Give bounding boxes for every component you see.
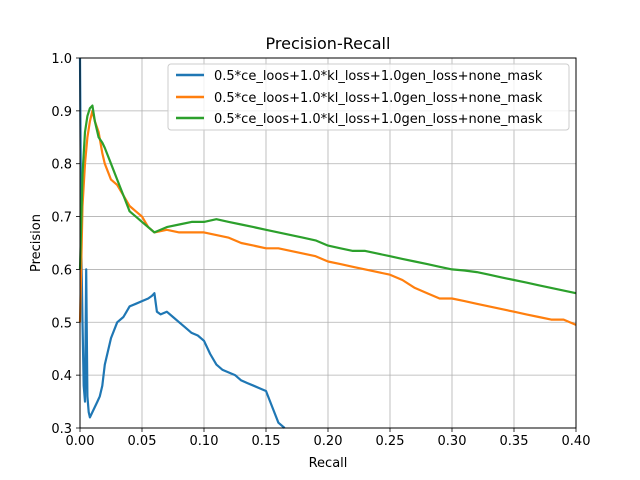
legend-box <box>167 63 570 131</box>
x-tick-label: 0.10 <box>190 434 219 449</box>
chart-title: Precision-Recall <box>266 34 391 53</box>
y-tick-label: 0.7 <box>51 211 72 226</box>
legend-label-3: 0.5*ce_loos+1.0*kl_loss+1.0gen_loss+none… <box>214 112 543 127</box>
x-tick-label: 0.15 <box>252 434 281 449</box>
y-tick-label: 0.6 <box>51 263 72 278</box>
y-tick-label: 1.0 <box>51 52 72 67</box>
x-tick-label: 0.30 <box>438 434 467 449</box>
series-line-2 <box>78 109 577 326</box>
series-line-1 <box>78 57 286 429</box>
x-tick-label: 0.25 <box>376 434 405 449</box>
series-lines <box>78 57 577 429</box>
x-tick-label: 0.40 <box>562 434 591 449</box>
y-axis-ticks: 0.3 0.4 0.5 0.6 0.7 0.8 0.9 1.0 <box>51 52 80 437</box>
y-tick-label: 0.4 <box>51 369 72 384</box>
y-axis-label: Precision <box>29 214 44 272</box>
x-axis-ticks: 0.00 0.05 0.10 0.15 0.20 0.25 0.30 0.35 0.40 <box>66 428 591 449</box>
legend-label-2: 0.5*ce_loos+1.0*kl_loss+1.0gen_loss+none… <box>214 91 543 106</box>
y-tick-label: 0.9 <box>51 105 72 120</box>
series-line-3 <box>78 104 577 295</box>
legend: 0.5*ce_loos+1.0*kl_loss+1.0gen_loss+none… <box>167 63 570 131</box>
x-tick-label: 0.00 <box>66 434 95 449</box>
y-tick-label: 0.8 <box>51 158 72 173</box>
y-tick-label: 0.5 <box>51 316 72 331</box>
x-axis-label: Recall <box>309 456 348 471</box>
y-tick-label: 0.3 <box>51 422 72 437</box>
x-tick-label: 0.35 <box>500 434 529 449</box>
x-tick-label: 0.05 <box>128 434 157 449</box>
x-tick-label: 0.20 <box>314 434 343 449</box>
legend-label-1: 0.5*ce_loos+1.0*kl_loss+1.0gen_loss+none… <box>214 69 543 84</box>
